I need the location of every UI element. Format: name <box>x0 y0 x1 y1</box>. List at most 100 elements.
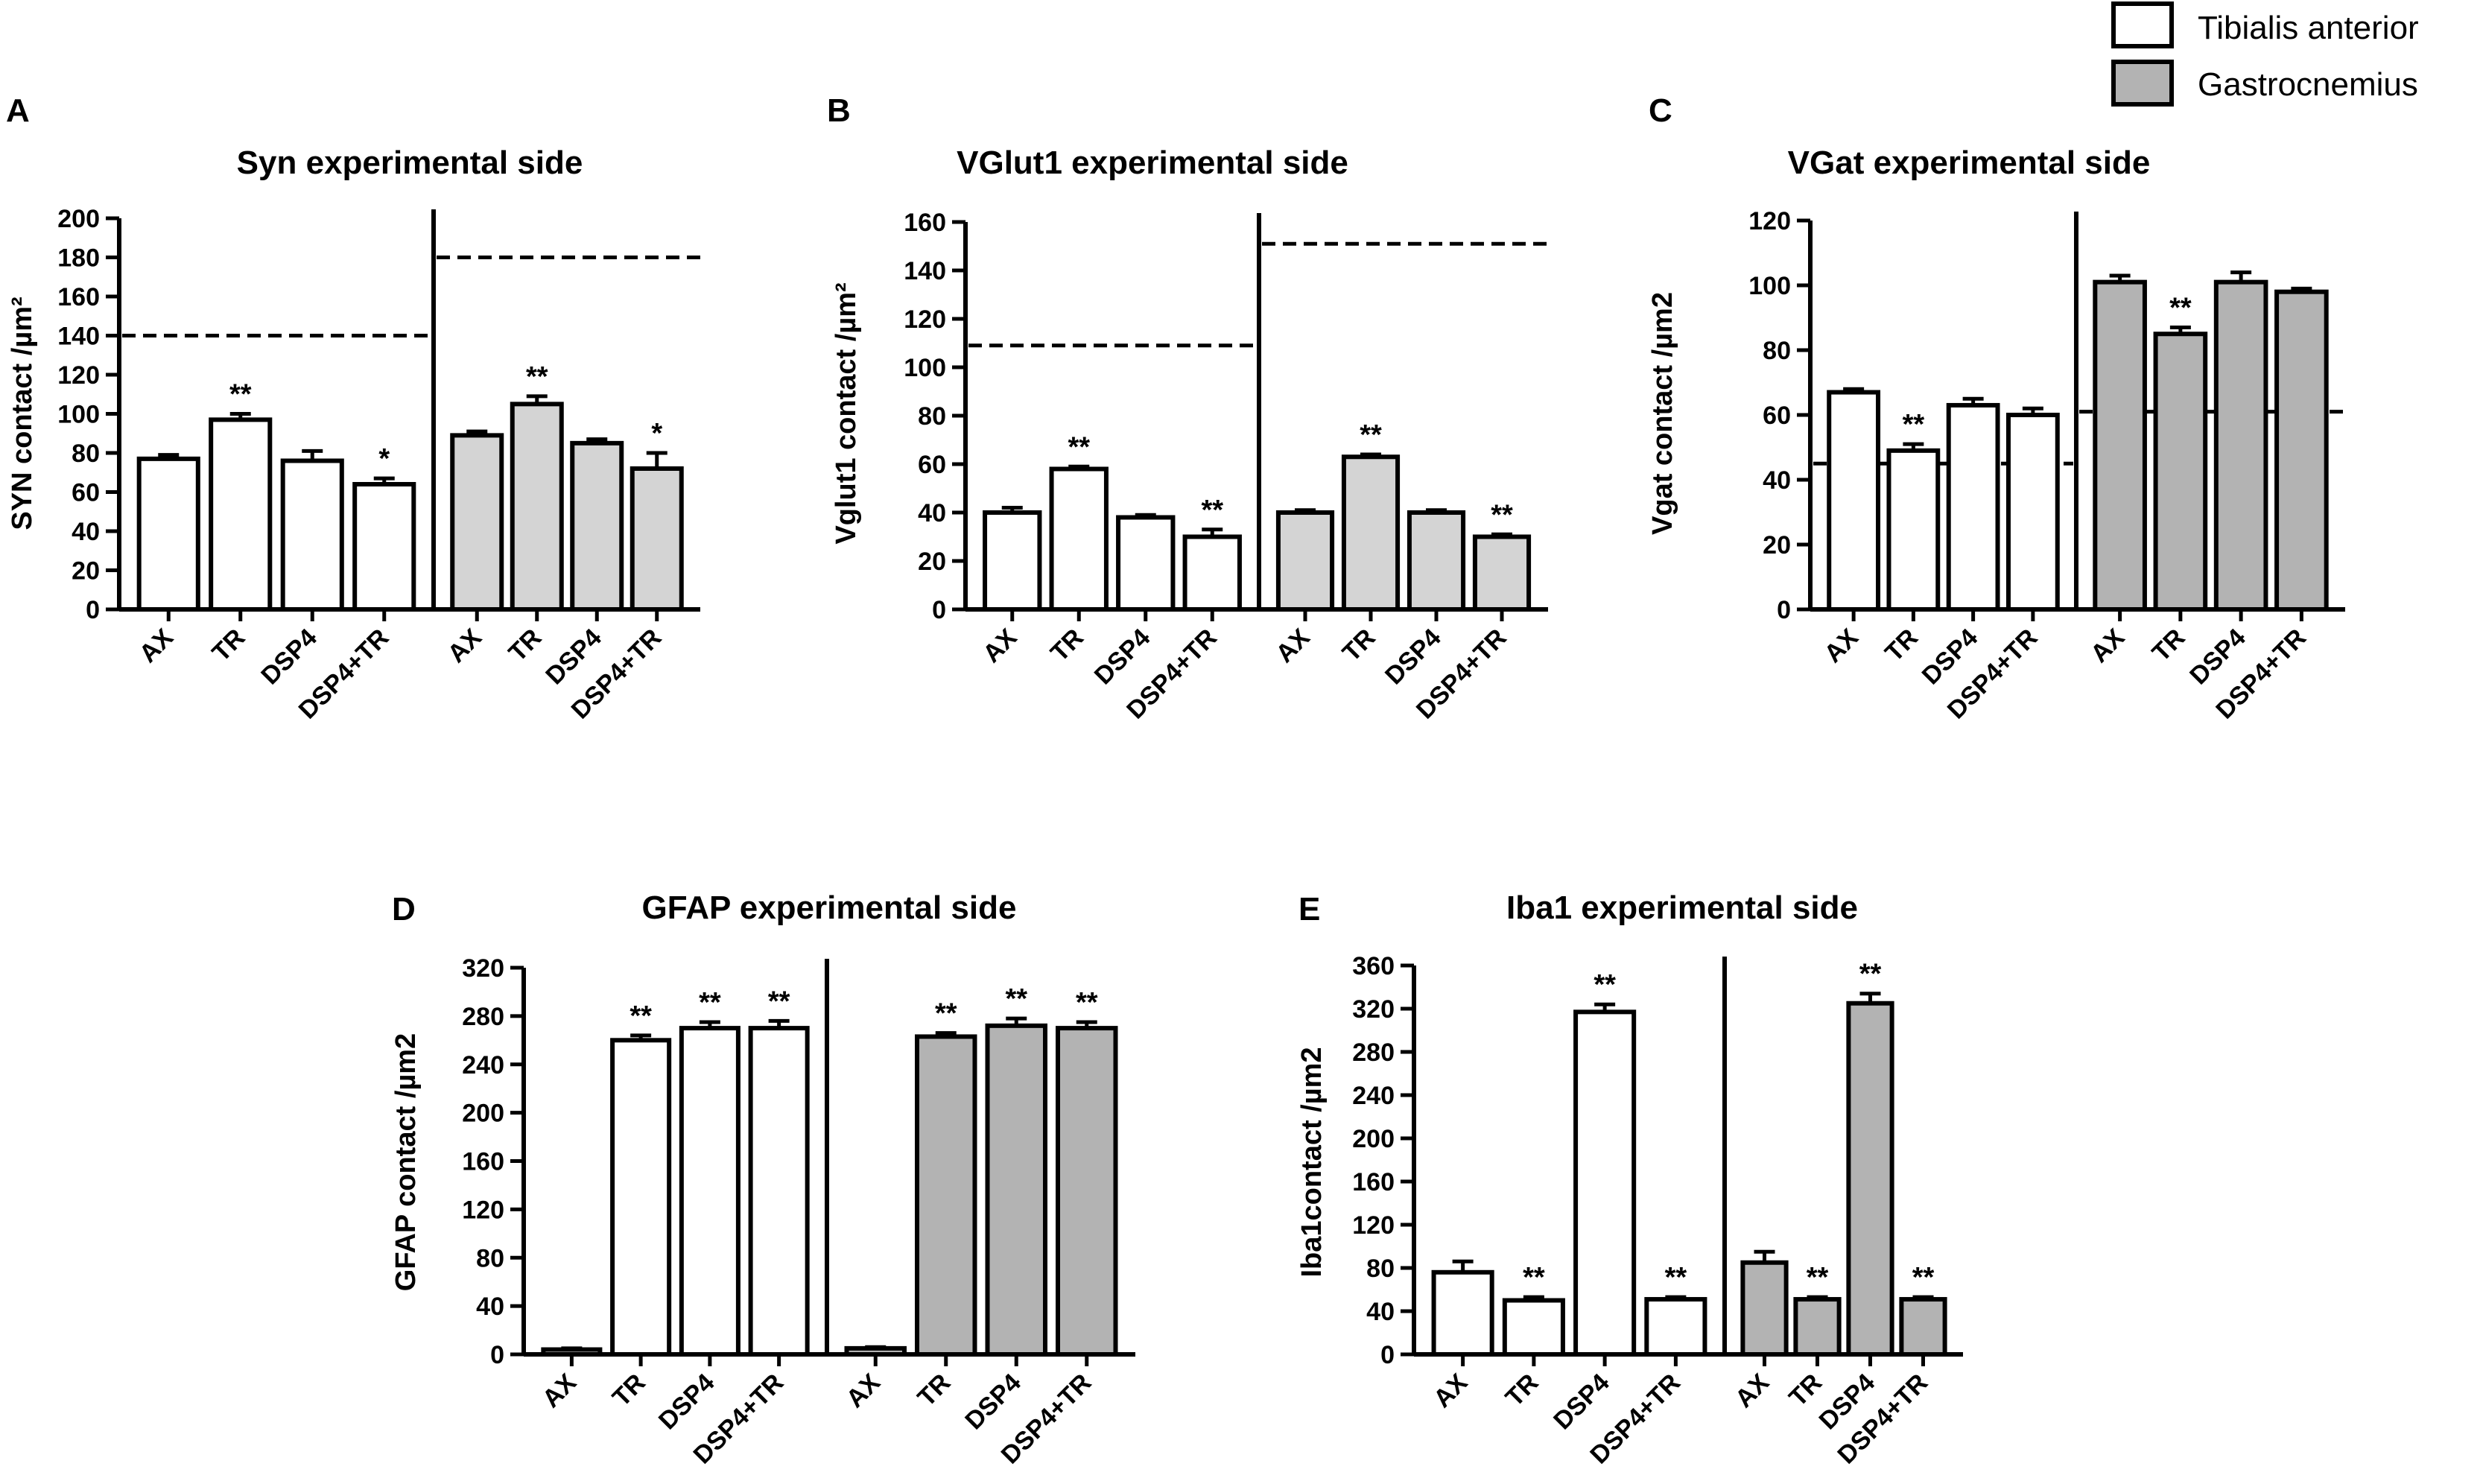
y-tick-label: 80 <box>476 1244 504 1272</box>
bar-group-gastrocnemius: AX**TR**DSP4**DSP4+TR <box>1730 959 1947 1470</box>
x-tick-label: DSP4 <box>1548 1369 1615 1436</box>
bar <box>352 482 416 612</box>
panel-letter: C <box>1649 92 1672 129</box>
bar <box>844 1345 907 1357</box>
x-tick-label: AX <box>1730 1369 1775 1413</box>
significance-marker: ** <box>1912 1262 1935 1293</box>
bar <box>2213 279 2268 612</box>
significance-marker: ** <box>1360 419 1382 451</box>
significance-marker: ** <box>1076 987 1098 1018</box>
y-tick-label: 360 <box>1352 952 1395 980</box>
significance-marker: ** <box>935 998 957 1030</box>
y-tick-label: 320 <box>462 954 504 983</box>
panel-letter: B <box>827 92 851 129</box>
panel-letter: A <box>6 92 30 129</box>
bar-group-tibialis: AX**TR DSP4*DSP4+TR <box>122 334 431 725</box>
bar-group-gastrocnemius: AX**TR**DSP4**DSP4+TR <box>841 983 1118 1470</box>
bar <box>1846 1001 1894 1357</box>
y-tick-label: 160 <box>1352 1168 1395 1196</box>
bar <box>748 1026 810 1357</box>
significance-marker: ** <box>1665 1262 1687 1293</box>
bar <box>1827 390 1881 612</box>
y-tick-label: 0 <box>1777 596 1791 624</box>
panels: A Syn experimental side SYN contact /µm² 0 2… <box>6 92 2345 1470</box>
x-tick-label: AX <box>841 1369 886 1413</box>
significance-marker: * <box>651 418 662 449</box>
chart-title: VGat experimental side <box>1788 145 2151 181</box>
bar <box>630 466 684 612</box>
bar <box>136 456 200 612</box>
y-tick-label: 100 <box>57 401 100 429</box>
y-tick-label: 160 <box>462 1148 504 1176</box>
x-tick-label: TR <box>1500 1369 1544 1412</box>
y-axis-label: Vglut1 contact /µm² <box>831 282 862 544</box>
y-tick-label: 280 <box>462 1003 504 1031</box>
bar <box>679 1026 741 1357</box>
bar <box>1502 1298 1565 1357</box>
y-tick-label: 200 <box>57 205 100 233</box>
significance-marker: ** <box>1005 983 1027 1015</box>
x-tick-label: TR <box>1783 1369 1827 1412</box>
y-tick-label: 60 <box>918 451 946 479</box>
chart-title: GFAP experimental side <box>642 890 1017 926</box>
significance-marker: ** <box>1523 1262 1545 1293</box>
chart-title: Syn experimental side <box>237 145 583 181</box>
bar <box>1407 510 1466 612</box>
y-tick-label: 240 <box>462 1051 504 1079</box>
bar <box>2274 289 2329 612</box>
y-tick-label: 240 <box>1352 1082 1395 1110</box>
y-tick-label: 80 <box>72 440 100 468</box>
y-tick-label: 40 <box>476 1293 504 1321</box>
bar <box>1793 1297 1842 1357</box>
bar <box>2153 332 2208 612</box>
y-tick-label: 320 <box>1352 995 1395 1024</box>
x-tick-label: AX <box>1270 624 1315 668</box>
bar <box>985 1023 1047 1357</box>
y-tick-label: 60 <box>72 479 100 507</box>
y-tick-label: 80 <box>918 402 946 431</box>
x-tick-label: TR <box>1880 624 1924 668</box>
y-tick-label: 40 <box>918 499 946 527</box>
significance-marker: ** <box>1201 495 1223 526</box>
y-tick-label: 100 <box>1748 272 1791 300</box>
y-tick-label: 40 <box>72 518 100 546</box>
x-tick-label: TR <box>503 624 547 668</box>
bar <box>1472 534 1532 612</box>
chart-title: Iba1 experimental side <box>1506 890 1858 926</box>
bar <box>915 1034 977 1357</box>
y-tick-label: 40 <box>1763 466 1791 495</box>
y-tick-label: 200 <box>462 1100 504 1128</box>
bar-group-tibialis: AX**TR**DSP4**DSP4+TR <box>537 986 810 1470</box>
bar <box>541 1347 603 1357</box>
panel-letter: E <box>1298 891 1320 928</box>
y-tick-label: 60 <box>1763 402 1791 430</box>
y-tick-label: 80 <box>1763 337 1791 365</box>
x-tick-label: DSP4 <box>653 1369 720 1436</box>
y-tick-label: 120 <box>1352 1211 1395 1240</box>
x-tick-label: DSP4 <box>960 1369 1027 1436</box>
legend-label-gastrocnemius: Gastrocnemius <box>2198 66 2418 103</box>
legend-label-tibialis: Tibialis anterior <box>2198 10 2419 46</box>
y-tick-label: 140 <box>904 257 946 285</box>
bar-group-tibialis: AX**TR DSP4**DSP4+TR <box>968 343 1256 725</box>
legend-swatch-gastrocnemius <box>2111 60 2174 107</box>
bar <box>1899 1297 1947 1357</box>
y-tick-label: 120 <box>1748 207 1791 235</box>
x-tick-label: TR <box>1337 624 1381 668</box>
y-tick-label: 0 <box>932 596 946 624</box>
x-tick-label: AX <box>1819 624 1864 668</box>
panel-letter: D <box>392 891 416 928</box>
bar <box>510 402 564 612</box>
bar <box>610 1038 672 1357</box>
significance-marker: ** <box>2169 293 2192 324</box>
y-tick-label: 280 <box>1352 1039 1395 1067</box>
chart-panel-c: C VGat experimental side Vgat contact /µm2… <box>1647 92 2345 725</box>
y-tick-label: 20 <box>72 557 100 586</box>
bar <box>1341 454 1401 612</box>
y-axis-label: Iba1contact /µm2 <box>1296 1047 1328 1277</box>
bar <box>1182 534 1242 612</box>
y-tick-label: 120 <box>904 305 946 334</box>
